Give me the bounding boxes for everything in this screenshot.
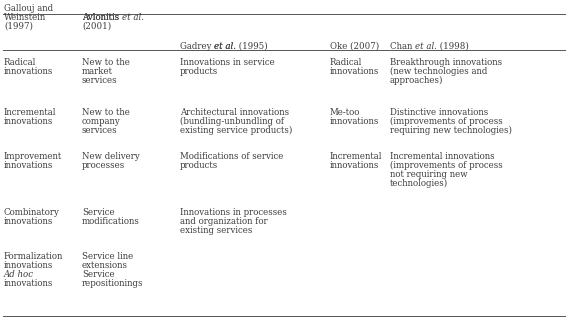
Text: et al.: et al. <box>214 42 236 51</box>
Text: Service: Service <box>82 208 115 217</box>
Text: et al.: et al. <box>122 13 144 22</box>
Text: Avlonitis: Avlonitis <box>82 13 122 22</box>
Text: (improvements of process: (improvements of process <box>390 117 503 126</box>
Text: Gadrey: Gadrey <box>180 42 214 51</box>
Text: existing service products): existing service products) <box>180 126 293 135</box>
Text: Modifications of service: Modifications of service <box>180 152 283 161</box>
Text: not requiring new: not requiring new <box>390 170 467 179</box>
Text: Distinctive innovations: Distinctive innovations <box>390 108 488 117</box>
Text: repositionings: repositionings <box>82 279 144 288</box>
Text: innovations: innovations <box>4 217 53 226</box>
Text: products: products <box>180 161 218 170</box>
Text: innovations: innovations <box>330 161 379 170</box>
Text: Architectural innovations: Architectural innovations <box>180 108 289 117</box>
Text: New delivery: New delivery <box>82 152 140 161</box>
Text: (improvements of process: (improvements of process <box>390 161 503 170</box>
Text: innovations: innovations <box>330 67 379 76</box>
Text: Innovations in service: Innovations in service <box>180 58 275 67</box>
Text: products: products <box>180 67 218 76</box>
Text: company: company <box>82 117 121 126</box>
Text: approaches): approaches) <box>390 76 444 85</box>
Text: (1997): (1997) <box>4 22 33 31</box>
Text: innovations: innovations <box>4 261 53 270</box>
Text: Improvement: Improvement <box>4 152 62 161</box>
Text: (2001): (2001) <box>82 22 111 31</box>
Text: market: market <box>82 67 113 76</box>
Text: Avlonitis: Avlonitis <box>82 13 122 22</box>
Text: Service: Service <box>82 270 115 279</box>
Text: et al.: et al. <box>415 42 437 51</box>
Text: Service line: Service line <box>82 252 133 261</box>
Text: Radical: Radical <box>4 58 36 67</box>
Text: Breakthrough innovations: Breakthrough innovations <box>390 58 502 67</box>
Text: processes: processes <box>82 161 126 170</box>
Text: Ad hoc: Ad hoc <box>4 270 34 279</box>
Text: Radical: Radical <box>330 58 362 67</box>
Text: Combinatory: Combinatory <box>4 208 60 217</box>
Text: services: services <box>82 76 118 85</box>
Text: (bundling-unbundling of: (bundling-unbundling of <box>180 117 284 126</box>
Text: technologies): technologies) <box>390 179 448 188</box>
Text: innovations: innovations <box>330 117 379 126</box>
Text: innovations: innovations <box>4 67 53 76</box>
Text: and organization for: and organization for <box>180 217 268 226</box>
Text: requiring new technologies): requiring new technologies) <box>390 126 512 135</box>
Text: extensions: extensions <box>82 261 128 270</box>
Text: Me-too: Me-too <box>330 108 360 117</box>
Text: innovations: innovations <box>4 117 53 126</box>
Text: Formalization: Formalization <box>4 252 64 261</box>
Text: modifications: modifications <box>82 217 140 226</box>
Text: (1998): (1998) <box>437 42 469 51</box>
Text: et al.: et al. <box>214 42 236 51</box>
Text: (1995): (1995) <box>236 42 268 51</box>
Text: Incremental: Incremental <box>4 108 56 117</box>
Text: Incremental: Incremental <box>330 152 382 161</box>
Text: existing services: existing services <box>180 226 252 235</box>
Text: innovations: innovations <box>4 161 53 170</box>
Text: innovations: innovations <box>4 279 53 288</box>
Text: Innovations in processes: Innovations in processes <box>180 208 287 217</box>
Text: Chan: Chan <box>390 42 415 51</box>
Text: Oke (2007): Oke (2007) <box>330 42 379 51</box>
Text: (new technologies and: (new technologies and <box>390 67 487 76</box>
Text: Gallouj and: Gallouj and <box>4 4 53 13</box>
Text: New to the: New to the <box>82 108 130 117</box>
Text: New to the: New to the <box>82 58 130 67</box>
Text: Incremental innovations: Incremental innovations <box>390 152 495 161</box>
Text: services: services <box>82 126 118 135</box>
Text: Weinstein: Weinstein <box>4 13 46 22</box>
